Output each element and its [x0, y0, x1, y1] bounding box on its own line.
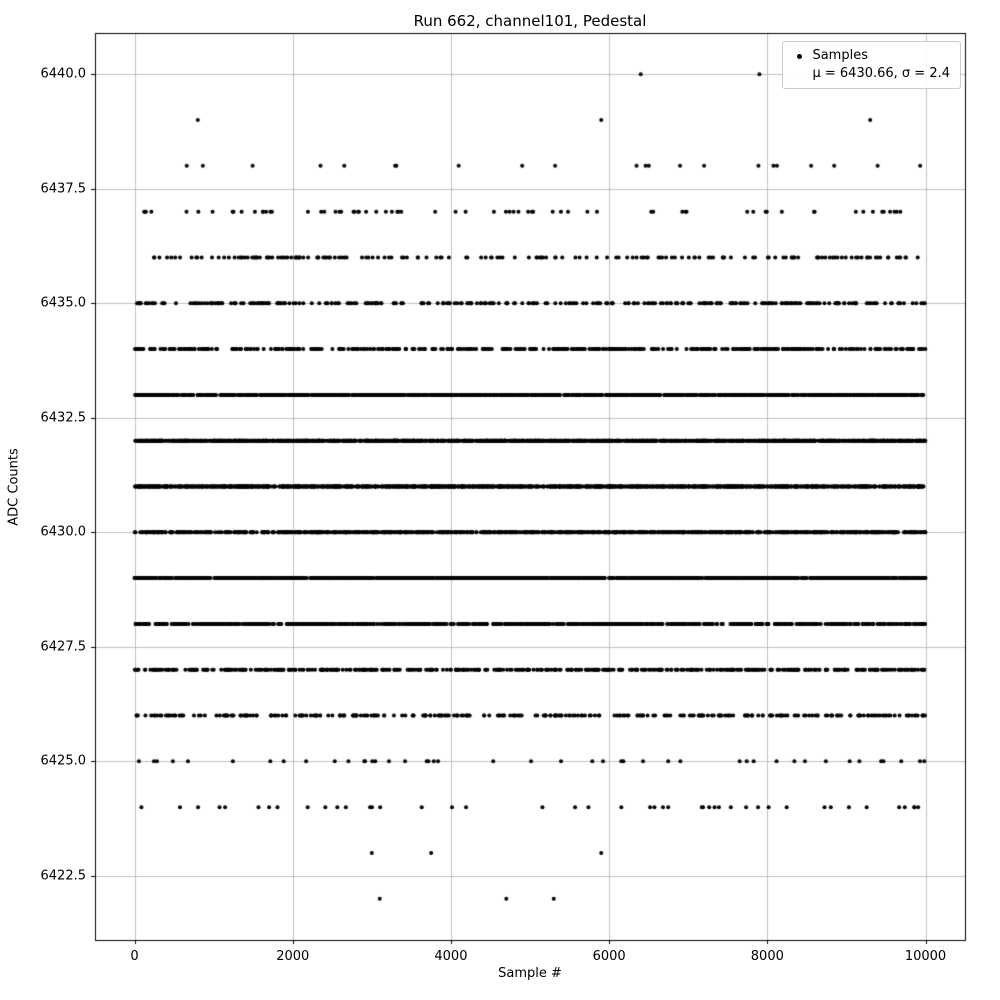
- x-tick-label: 4000: [434, 949, 468, 964]
- legend-text: Samples μ = 6430.66, σ = 2.4: [812, 47, 950, 83]
- y-tick-label: 6440.0: [40, 66, 87, 82]
- x-tick-label: 8000: [750, 949, 784, 964]
- y-tick-label: 6435.0: [40, 295, 87, 311]
- x-tick-label: 2000: [276, 949, 310, 964]
- x-tick-label: 0: [130, 949, 139, 964]
- y-tick-label: 6422.5: [40, 868, 87, 884]
- legend-label-stats: μ = 6430.66, σ = 2.4: [812, 66, 950, 81]
- x-tick-label: 6000: [592, 949, 626, 964]
- legend-label-samples: Samples: [812, 48, 868, 63]
- y-tick-label: 6425.0: [40, 753, 87, 769]
- legend: Samples μ = 6430.66, σ = 2.4: [782, 41, 961, 89]
- y-tick-label: 6427.5: [40, 639, 87, 655]
- y-tick-label: 6430.0: [40, 524, 87, 540]
- y-tick-label: 6432.5: [40, 410, 87, 426]
- x-tick-label: 10000: [904, 949, 947, 964]
- y-tick-label: 6437.5: [40, 181, 87, 197]
- sample-marker-icon: [797, 54, 803, 59]
